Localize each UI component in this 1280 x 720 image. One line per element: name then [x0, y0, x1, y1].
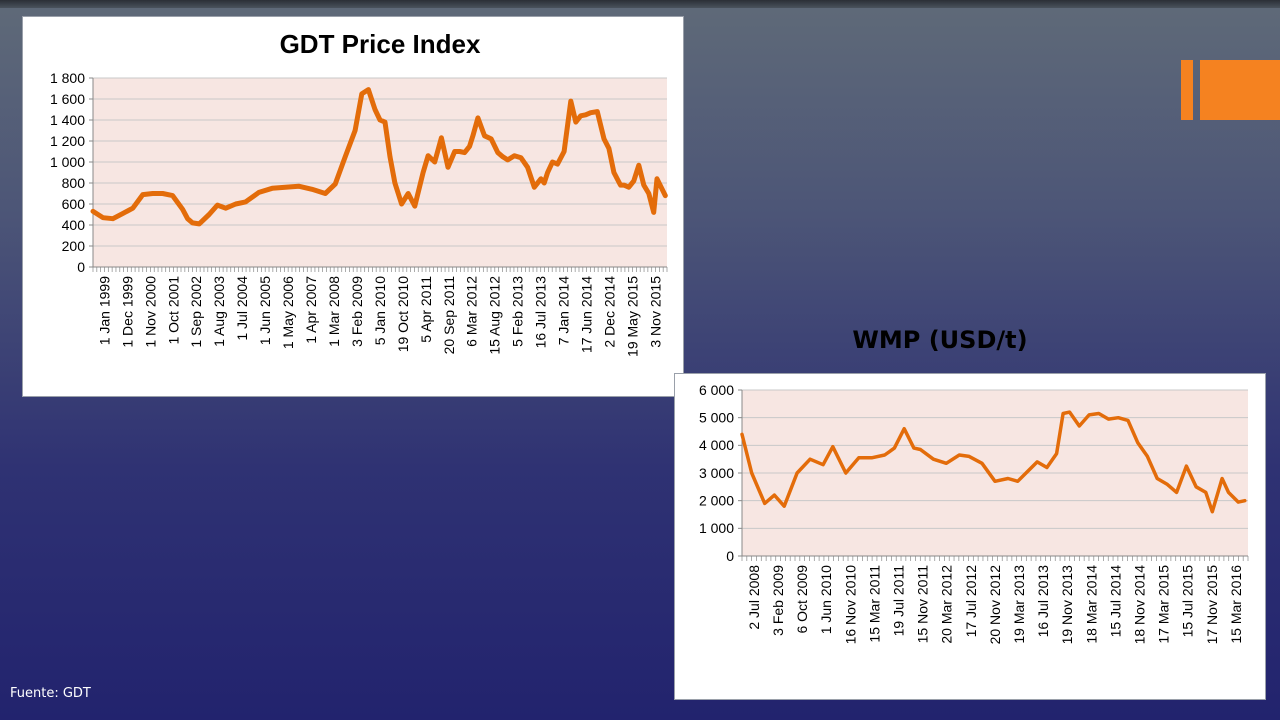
x-tick-label: 2 Jul 2008	[746, 565, 762, 630]
y-tick-label: 1 800	[50, 70, 85, 86]
x-tick-label: 19 May 2015	[624, 276, 640, 357]
x-tick-label: 20 Mar 2012	[939, 565, 955, 644]
x-tick-label: 6 Mar 2012	[464, 276, 480, 347]
x-tick-label: 2 Dec 2014	[602, 276, 618, 348]
x-tick-label: 1 Jun 2010	[818, 565, 834, 634]
x-tick-label: 15 Aug 2012	[487, 276, 503, 355]
y-tick-label: 1 000	[50, 154, 85, 170]
x-tick-label: 1 Oct 2001	[165, 276, 181, 345]
x-tick-label: 1 Jul 2004	[234, 276, 250, 341]
x-tick-label: 19 Nov 2013	[1059, 565, 1075, 645]
chart-title: GDT Price Index	[280, 29, 481, 59]
x-tick-label: 3 Nov 2015	[647, 276, 663, 348]
x-tick-label: 15 Jul 2015	[1180, 565, 1196, 638]
x-tick-label: 15 Mar 2016	[1228, 565, 1244, 644]
accent-block-right	[1200, 60, 1280, 120]
y-tick-label: 400	[62, 217, 86, 233]
x-tick-label: 1 Nov 2000	[142, 276, 158, 348]
x-tick-label: 15 Nov 2011	[915, 565, 931, 644]
x-tick-label: 16 Jul 2013	[533, 276, 549, 349]
x-tick-label: 1 May 2006	[280, 276, 296, 349]
x-tick-label: 17 Jun 2014	[579, 276, 595, 353]
x-tick-label: 20 Nov 2012	[987, 565, 1003, 645]
x-tick-label: 16 Jul 2013	[1035, 565, 1051, 638]
accent-bar-left	[1181, 60, 1193, 120]
y-tick-label: 0	[77, 259, 85, 275]
series-line	[740, 410, 1247, 514]
y-tick-label: 1 400	[50, 112, 85, 128]
x-tick-label: 1 Apr 2007	[303, 276, 319, 344]
x-tick-label: 17 Jul 2012	[963, 565, 979, 638]
x-tick-label: 1 Dec 1999	[119, 276, 135, 348]
x-tick-label: 16 Nov 2010	[842, 565, 858, 645]
y-tick-label: 4 000	[699, 437, 734, 453]
x-tick-label: 19 Oct 2010	[395, 276, 411, 352]
y-tick-label: 1 000	[699, 520, 734, 536]
x-tick-label: 1 Jan 1999	[96, 276, 112, 345]
x-tick-label: 5 Apr 2011	[418, 276, 434, 343]
x-tick-label: 5 Jan 2010	[372, 276, 388, 345]
y-tick-label: 5 000	[699, 410, 734, 426]
top-bar	[0, 0, 1280, 8]
series-line	[90, 87, 668, 227]
source-note: Fuente: GDT	[10, 686, 91, 701]
x-tick-label: 3 Feb 2009	[349, 276, 365, 347]
x-tick-label: 19 Jul 2011	[891, 565, 907, 637]
x-tick-label: 15 Mar 2011	[866, 565, 882, 643]
plot-area	[93, 78, 667, 267]
gdt-chart-panel: GDT Price Index 0 200 400 600 800 1 000 1 200 1 …	[22, 16, 684, 397]
x-tick-label: 5 Feb 2013	[510, 276, 526, 347]
x-tick-label: 20 Sep 2011	[441, 276, 457, 355]
y-tick-label: 0	[726, 548, 734, 564]
y-tick-label: 1 200	[50, 133, 85, 149]
x-tick-label: 1 Sep 2002	[188, 276, 204, 348]
x-tick-label: 3 Feb 2009	[770, 565, 786, 636]
y-tick-label: 2 000	[699, 493, 734, 509]
y-tick-label: 6 000	[699, 382, 734, 398]
wmp-chart-title: WMP (USD/t)	[852, 326, 1028, 354]
gdt-price-index-chart: GDT Price Index 0 200 400 600 800 1 000 1 200 1 …	[50, 29, 668, 357]
x-tick-label: 1 Jun 2005	[257, 276, 273, 345]
x-tick-label: 18 Mar 2014	[1083, 565, 1099, 644]
x-tick-label: 1 Aug 2003	[211, 276, 227, 347]
x-tick-label: 18 Nov 2014	[1131, 565, 1147, 645]
y-tick-label: 600	[62, 196, 86, 212]
y-tick-label: 3 000	[699, 465, 734, 481]
x-tick-label: 1 Mar 2008	[326, 276, 342, 347]
y-tick-label: 200	[62, 238, 86, 254]
wmp-chart: 0 1 000 2 000 3 000 4 000 5 000 6 000 2 Jul 200…	[699, 382, 1249, 645]
x-tick-label: 19 Mar 2013	[1011, 565, 1027, 644]
y-tick-label: 1 600	[50, 91, 85, 107]
x-tick-label: 17 Mar 2015	[1156, 565, 1172, 644]
y-tick-label: 800	[62, 175, 86, 191]
wmp-chart-panel: 0 1 000 2 000 3 000 4 000 5 000 6 000 2 Jul 200…	[674, 373, 1266, 700]
x-tick-label: 7 Jan 2014	[556, 276, 572, 345]
x-tick-label: 17 Nov 2015	[1204, 565, 1220, 645]
x-tick-label: 15 Jul 2014	[1107, 565, 1123, 638]
x-tick-label: 6 Oct 2009	[794, 565, 810, 634]
